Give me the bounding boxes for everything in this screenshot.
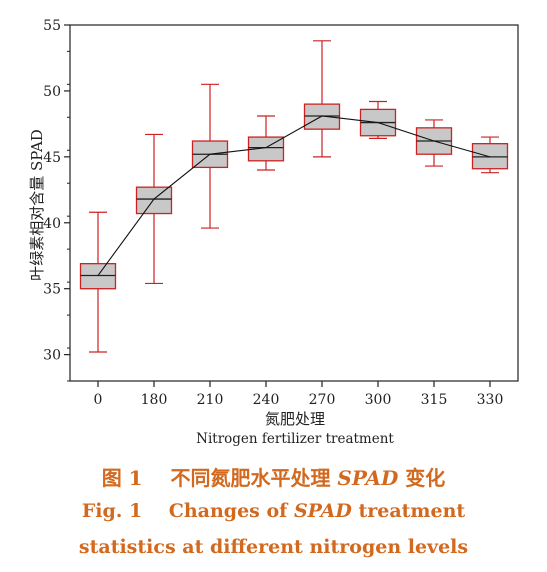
x-tick-label: 0 (94, 392, 103, 408)
x-tick-label: 210 (197, 392, 224, 408)
caption-en-suffix: treatment (358, 500, 466, 522)
box-315 (415, 119, 453, 167)
box-210 (191, 83, 229, 229)
y-tick-label: 30 (43, 348, 61, 364)
box-330 (471, 136, 509, 174)
y-tick-label: 55 (43, 18, 61, 34)
box-iqr (303, 103, 341, 130)
x-axis-label-en: Nitrogen fertilizer treatment (196, 431, 394, 447)
box-0 (79, 211, 117, 353)
y-tick-label: 45 (43, 150, 61, 166)
spad-box-chart: 30 35 40 45 50 55 0 180 210 240 270 300 315 330 叶绿素相对… (28, 18, 519, 447)
caption-cn-italic: SPAD (337, 466, 399, 490)
figure-caption-en-line1: Fig. 1 Changes of SPAD treatment (0, 500, 547, 522)
plot-frame (69, 24, 519, 382)
box-270 (303, 40, 341, 158)
caption-cn-prefix: 图 1 (101, 466, 143, 490)
caption-cn-main: 不同氮肥水平处理 (170, 466, 331, 490)
box-300 (359, 100, 397, 139)
x-tick-label: 300 (365, 392, 392, 408)
x-tick-label: 180 (141, 392, 168, 408)
y-tick-label: 35 (43, 282, 61, 298)
caption-en-main: Changes of (168, 500, 288, 522)
y-axis-label: 叶绿素相对含量 SPAD (28, 129, 46, 281)
x-tick-label: 270 (309, 392, 336, 408)
box-iqr (79, 263, 117, 290)
y-tick-label: 50 (43, 84, 61, 100)
median-trend-line (97, 115, 491, 276)
box-240 (247, 115, 285, 171)
x-tick-label: 315 (421, 392, 448, 408)
caption-cn-suffix: 变化 (405, 466, 446, 490)
x-tick-label: 330 (477, 392, 504, 408)
caption-en-prefix: Fig. 1 (81, 500, 143, 522)
caption-en-italic: SPAD (293, 500, 352, 522)
caption-en-line2-text: statistics at different nitrogen levels (78, 536, 469, 558)
box-iqr (135, 186, 173, 215)
y-tick-label: 40 (43, 216, 61, 232)
x-tick-label: 240 (253, 392, 280, 408)
box-iqr (471, 143, 509, 170)
x-axis-label-cn: 氮肥处理 (265, 410, 325, 428)
figure-caption-cn: 图 1 不同氮肥水平处理 SPAD 变化 (0, 462, 547, 491)
figure-caption-en-line2: statistics at different nitrogen levels (0, 536, 547, 558)
box-180 (135, 133, 173, 285)
